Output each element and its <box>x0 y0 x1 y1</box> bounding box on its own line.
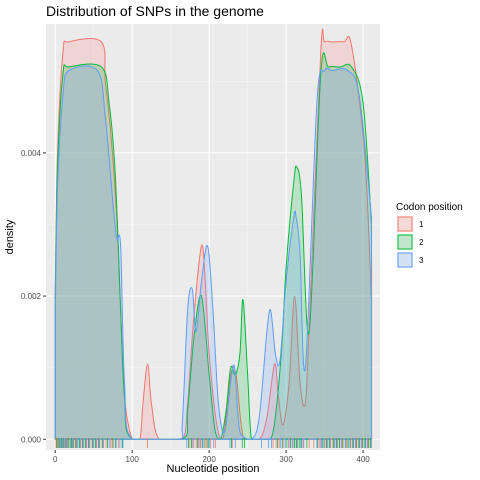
density-area-series-2 <box>54 52 373 440</box>
legend-key-bg-2 <box>397 234 413 250</box>
y-tick-label-0: 0.000 <box>21 435 42 444</box>
rug-marks <box>55 438 372 448</box>
y-axis-title: density <box>4 219 16 254</box>
legend: Codon position 1 2 3 <box>396 202 463 268</box>
legend-swatch-3 <box>397 252 413 268</box>
x-tick-label-0: 0 <box>53 455 58 464</box>
legend-swatch-1 <box>397 216 413 232</box>
legend-key-bg-3 <box>397 252 413 268</box>
legend-label-1: 1 <box>419 220 424 229</box>
chart-title: Distribution of SNPs in the genome <box>46 3 264 19</box>
legend-label-2: 2 <box>419 238 424 247</box>
plot-panel <box>46 24 380 450</box>
legend-key-bg-1 <box>397 216 413 232</box>
density-area-series-3 <box>54 65 373 440</box>
x-tick-label-3: 300 <box>279 455 293 464</box>
axis-ticks: 0 100 200 300 400 0.000 0.002 0.004 <box>21 149 370 464</box>
x-axis-title: Nucleotide position <box>167 463 260 475</box>
legend-swatch-2 <box>397 234 413 250</box>
legend-title: Codon position <box>396 202 463 213</box>
x-tick-label-1: 100 <box>126 455 140 464</box>
y-tick-label-1: 0.002 <box>21 292 42 301</box>
x-tick-label-4: 400 <box>356 455 370 464</box>
legend-label-3: 3 <box>419 256 424 265</box>
y-tick-label-2: 0.004 <box>21 149 42 158</box>
x-tick-label-2: 200 <box>202 455 216 464</box>
density-areas <box>54 28 373 440</box>
